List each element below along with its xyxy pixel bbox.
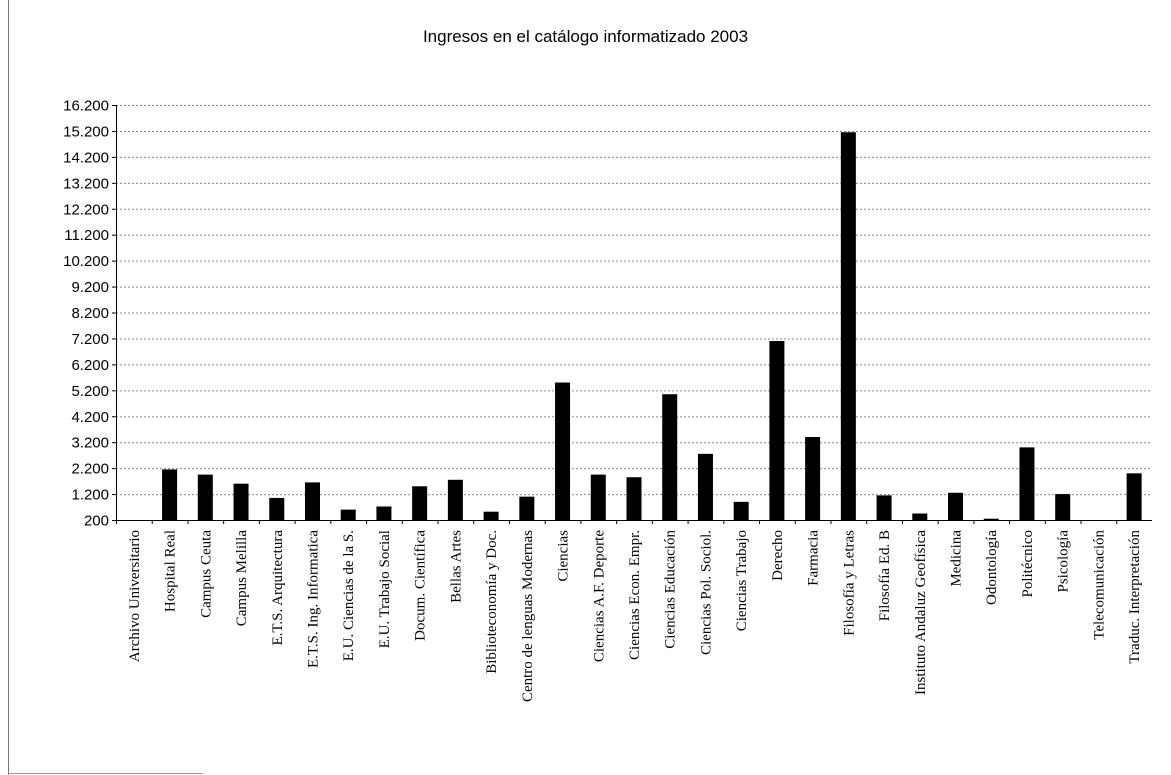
y-tick-label: 1.200	[71, 487, 109, 504]
bar	[483, 511, 499, 520]
x-tick-label: E.U. Trabajo Social	[377, 530, 393, 648]
bar	[805, 437, 821, 520]
x-tick-label: Politécnico	[1020, 530, 1036, 598]
bar	[590, 474, 606, 520]
bar	[733, 501, 749, 520]
y-tick-labels: 16.200 15.200 14.200 13.200 12.200 11.200 10.2…	[63, 98, 109, 530]
bar	[840, 132, 856, 520]
y-tick-label: 16.200	[63, 98, 109, 115]
y-tick-label: 4.200	[71, 409, 109, 426]
x-tick-label: Ciencias Pol. Sociol.	[698, 530, 714, 655]
bar	[1126, 473, 1142, 520]
y-tick-label: 13.200	[63, 175, 109, 192]
x-tick-labels: Archivo Universitario Hospital Real Campus…	[127, 530, 1143, 703]
x-tick-label: Ciencias A.F. Deporte	[591, 530, 607, 662]
bars-layer	[162, 132, 1142, 520]
bar	[340, 509, 356, 520]
y-tick-label: 200	[84, 513, 109, 530]
y-tick-label: 9.200	[71, 279, 109, 296]
x-tick-label: Filosofía Ed. B	[877, 530, 893, 621]
x-tick-label: Centro de lenguas Modernas	[520, 530, 536, 702]
x-tick-label: Derecho	[770, 530, 786, 581]
bar	[412, 486, 428, 520]
y-tick-label: 7.200	[71, 331, 109, 348]
bar	[197, 474, 213, 520]
x-tick-label: Farmacia	[806, 530, 822, 586]
y-tick-label: 6.200	[71, 357, 109, 374]
bar	[233, 483, 249, 520]
x-tick-label: Telecomunicación	[1091, 530, 1107, 640]
bar	[948, 492, 964, 520]
bar	[912, 513, 928, 520]
x-tick-label: Ciencias Educación	[663, 530, 679, 649]
y-tick-label: 5.200	[71, 383, 109, 400]
bar	[876, 495, 892, 520]
y-tick-label: 11.200	[64, 227, 109, 244]
x-tick-label: Ciencias Econ. Empr.	[627, 530, 643, 660]
bar	[376, 506, 392, 520]
grid-layer	[116, 105, 1152, 521]
bar	[519, 496, 535, 520]
y-tick-label: 8.200	[71, 305, 109, 322]
x-tick-label: Campus Ceuta	[198, 530, 214, 618]
x-tick-label: Instituto Andaluz Geofísica	[913, 530, 929, 695]
frame-bottom-border	[8, 773, 203, 774]
x-tick-label: Ciencias	[556, 530, 572, 582]
y-tick-label: 3.200	[71, 435, 109, 452]
y-tick-label: 2.200	[71, 461, 109, 478]
chart-title: Ingresos en el catálogo informatizado 20…	[422, 27, 749, 46]
x-tick-label: Psicología	[1056, 530, 1072, 593]
x-tick-label: Bellas Artes	[448, 530, 464, 603]
x-tick-label: Campus Melilla	[234, 530, 250, 627]
y-tick-label: 15.200	[63, 123, 109, 140]
y-tick-label: 14.200	[63, 149, 109, 166]
x-tick-label: Medicina	[949, 530, 965, 587]
bar	[983, 518, 999, 520]
bar	[447, 479, 463, 520]
bar	[1055, 494, 1071, 520]
x-tick-label: Odontología	[984, 530, 1000, 605]
x-tick-label: Docum. Científica	[413, 530, 429, 641]
x-tick-label: E.T.S. Arquitectura	[270, 530, 286, 646]
x-tick-label: Filosofía y Letras	[841, 530, 857, 636]
x-tick-label: Ciencias Trabajo	[734, 530, 750, 631]
x-tick-label: Hospital Real	[163, 530, 179, 612]
x-tick-label: Biblioteconomía y Doc.	[484, 530, 500, 674]
bar	[269, 497, 285, 520]
bar	[162, 469, 178, 520]
axis-layer	[112, 105, 1152, 524]
bar	[1019, 447, 1035, 520]
x-tick-label: Archivo Universitario	[127, 530, 143, 662]
bar	[555, 382, 571, 520]
bar	[626, 477, 642, 520]
x-tick-label: E.T.S. Ing. Informatica	[305, 530, 321, 668]
y-tick-label: 10.200	[63, 253, 109, 270]
x-tick-label: Traduc. Interpretación	[1127, 530, 1143, 664]
bar	[304, 482, 320, 520]
bar	[769, 341, 785, 520]
x-tick-label: E.U. Ciencias de la S.	[341, 530, 357, 661]
bar	[662, 394, 678, 520]
bar	[697, 453, 713, 520]
y-tick-label: 12.200	[63, 201, 109, 218]
frame-left-border	[8, 0, 9, 775]
